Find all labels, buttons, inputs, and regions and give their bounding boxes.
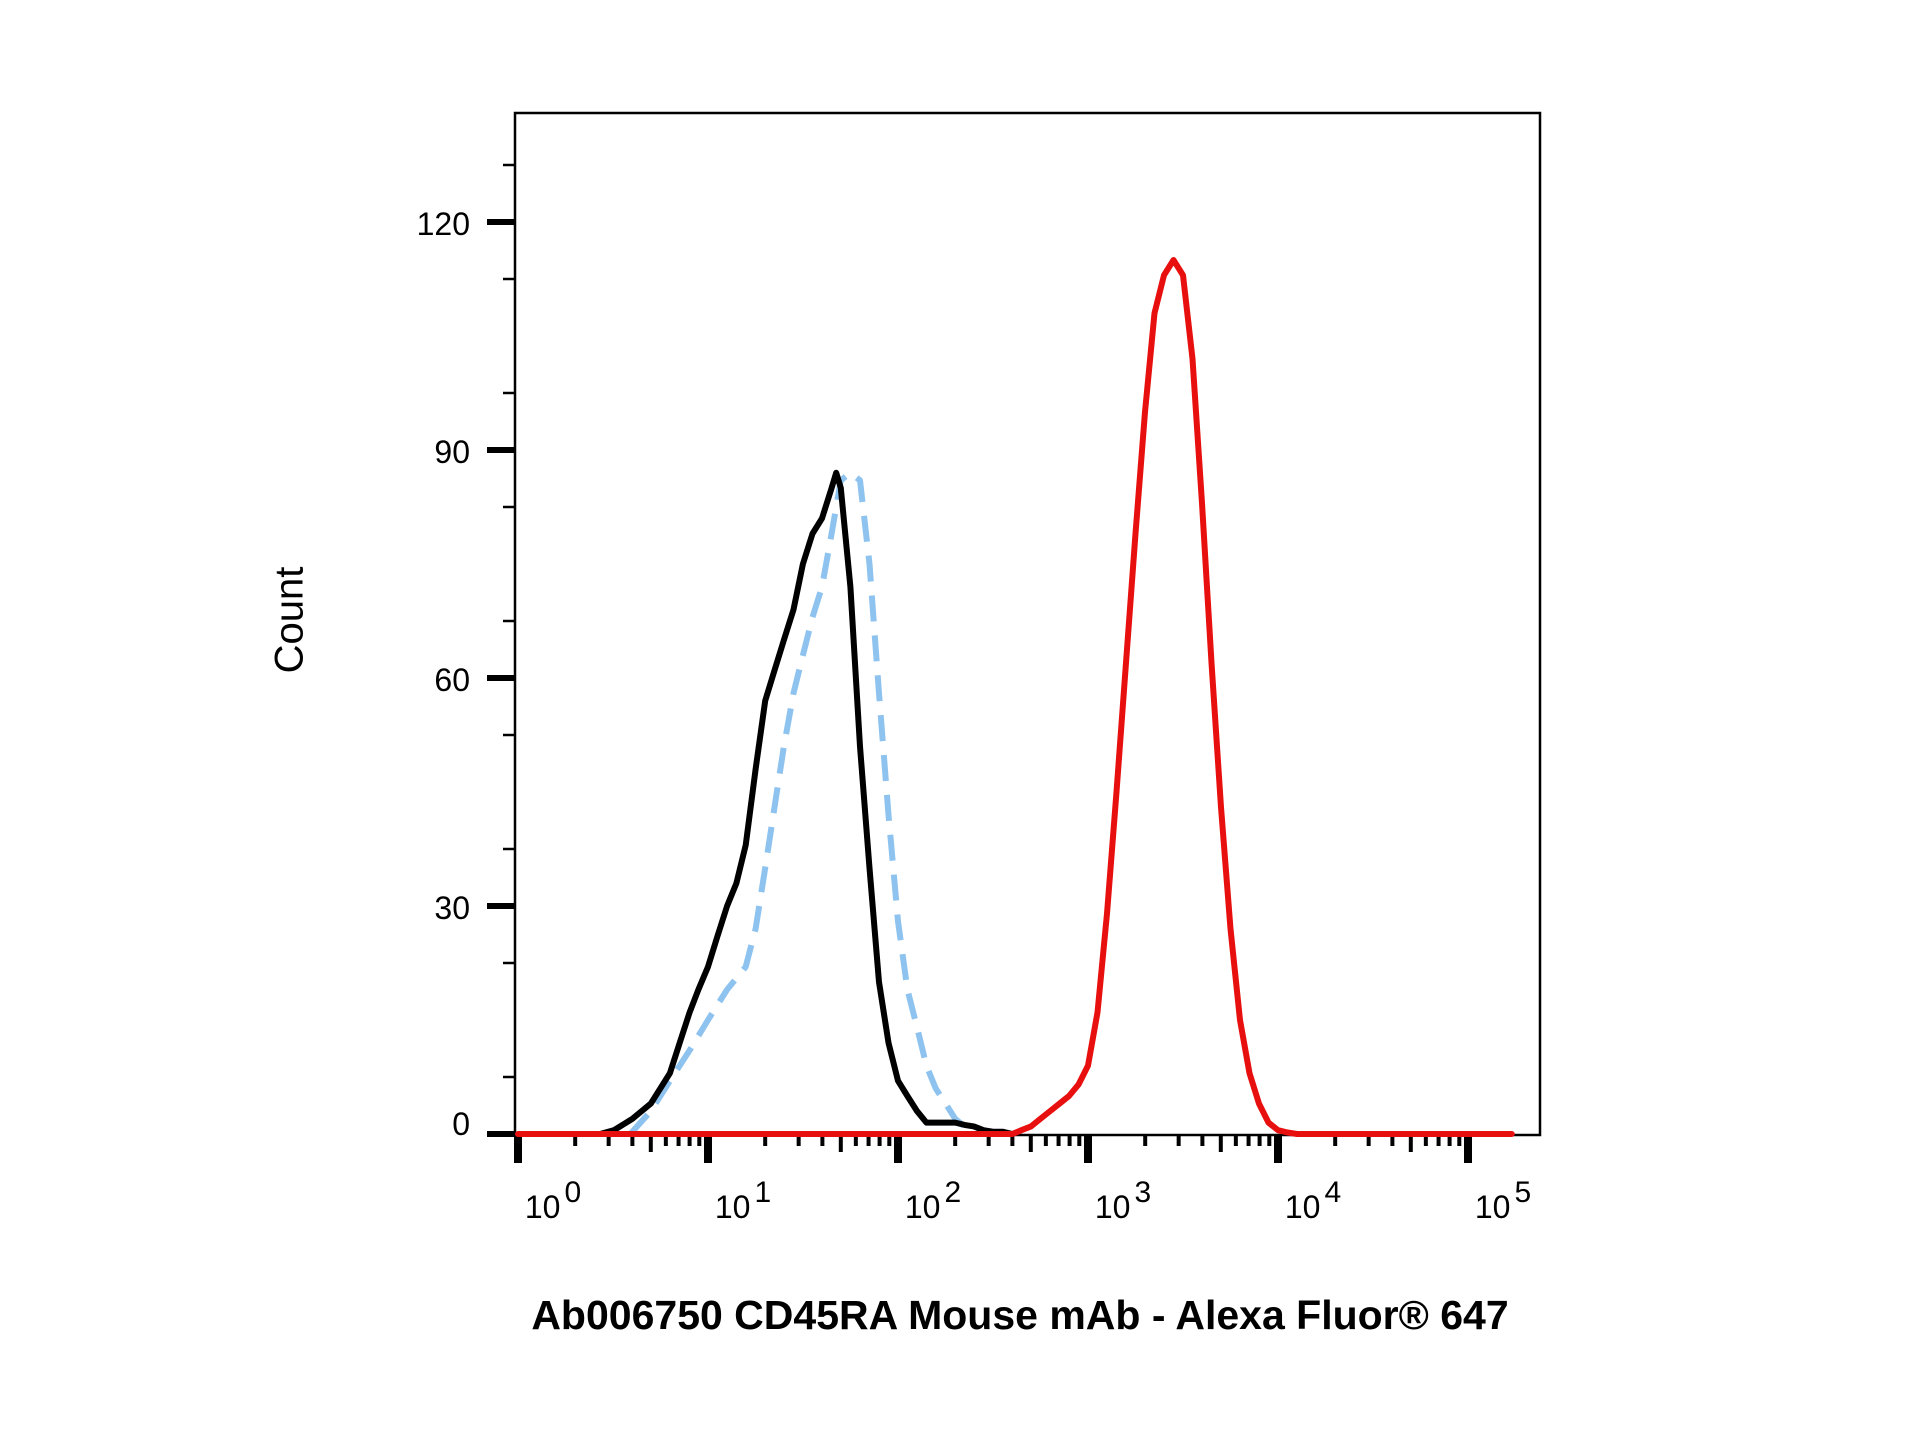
x-tick-label: 10 4 (1285, 1176, 1341, 1225)
x-axis-label: Ab006750 CD45RA Mouse mAb - Alexa Fluor®… (531, 1292, 1509, 1338)
y-tick-label: 120 (417, 206, 470, 242)
series-line-3 (515, 257, 1515, 1137)
axis-ticks (487, 163, 1472, 1163)
y-tick-label: 90 (434, 434, 470, 470)
x-tick-label: 10 0 (525, 1176, 581, 1225)
x-tick-label: 10 3 (1095, 1176, 1151, 1225)
x-tick-label: 10 5 (1475, 1176, 1531, 1225)
x-tick-label: 10 2 (905, 1176, 961, 1225)
x-tick-label: 10 1 (715, 1176, 771, 1225)
y-axis-label-wrapper: Count (250, 520, 330, 720)
y-tick-label: 0 (452, 1106, 470, 1142)
axis-tick-labels: 0 30 60 90 120 10 0 10 1 10 2 10 3 10 4 10 5 (417, 206, 1532, 1225)
plot-frame (513, 111, 1542, 1137)
y-tick-label: 30 (434, 890, 470, 926)
histogram-series (515, 257, 1515, 1137)
y-axis-label: Count (267, 566, 312, 674)
series-line-2 (597, 469, 1016, 1137)
y-tick-label: 60 (434, 662, 470, 698)
